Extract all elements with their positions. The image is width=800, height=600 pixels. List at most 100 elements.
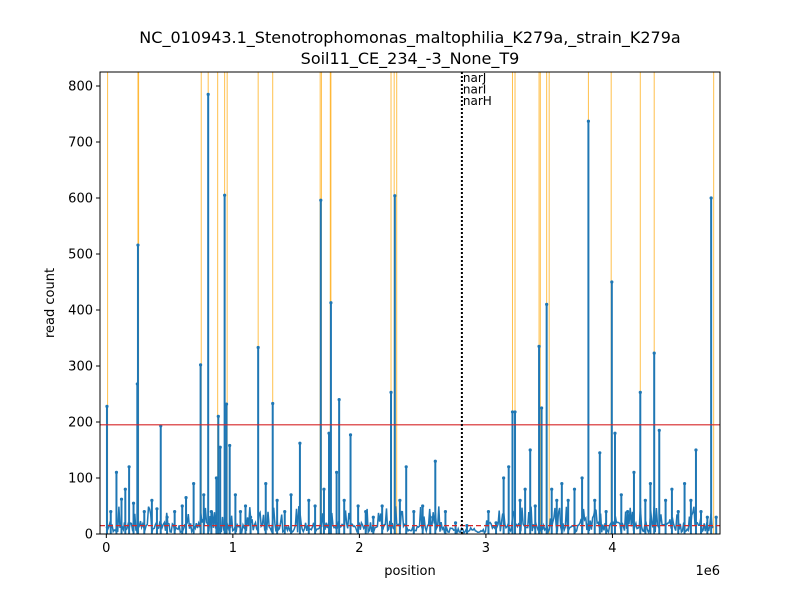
peak-point [275, 498, 279, 502]
peak-point [443, 510, 448, 514]
peak-point [533, 504, 537, 508]
peak-point [657, 428, 661, 432]
peak-point [180, 504, 184, 508]
peak-point [224, 402, 229, 406]
gene-marker-label: narI [463, 83, 486, 97]
peak-point [209, 510, 213, 514]
gene-marker-label: narJ [463, 71, 486, 85]
peak-point [342, 498, 346, 502]
peak-point [613, 431, 617, 435]
peak-point [494, 521, 498, 525]
peak-point [348, 433, 353, 437]
plot-frame [99, 71, 721, 535]
peak-point [393, 194, 397, 198]
peak-point [694, 448, 698, 452]
y-tick-label: 200 [68, 416, 93, 431]
peak-point [465, 524, 469, 528]
peak-point [404, 465, 408, 469]
peak-point [131, 501, 136, 505]
peak-point [114, 470, 119, 474]
peak-point [364, 510, 368, 514]
peak-point [539, 406, 544, 410]
peak-point [586, 119, 591, 123]
peak-point [150, 498, 154, 502]
peak-point [619, 493, 623, 497]
peak-point [555, 498, 559, 502]
peak-point [648, 482, 653, 486]
x-axis-label: position [384, 564, 436, 579]
peak-point [670, 487, 674, 491]
peak-point [142, 510, 146, 514]
y-tick-label: 500 [68, 248, 93, 263]
peak-point [380, 504, 384, 508]
peak-point [192, 482, 196, 486]
peak-point [433, 459, 437, 463]
peak-point [398, 498, 402, 502]
peak-point [626, 510, 630, 514]
peak-point [689, 498, 693, 502]
peak-point [228, 443, 232, 448]
peak-point [604, 510, 608, 514]
peak-point [206, 92, 210, 96]
peak-point [289, 493, 293, 497]
x-tick-label: 1 [229, 541, 237, 556]
peak-point [598, 451, 602, 455]
peak-point [218, 445, 222, 449]
peak-point [216, 414, 220, 418]
peak-point [307, 498, 311, 502]
peak-point [256, 345, 260, 350]
chart-title-line1: NC_010943.1_Stenotrophomonas_maltophilia… [139, 28, 680, 48]
peak-point [412, 510, 416, 514]
peak-point [705, 515, 709, 519]
peak-point [560, 482, 564, 486]
peak-point [507, 465, 511, 469]
peak-point [327, 431, 331, 435]
y-tick-label: 300 [68, 360, 93, 375]
coverage-peaks [105, 92, 718, 534]
peak-point [283, 510, 287, 514]
peak-point [566, 498, 570, 502]
peak-point [528, 448, 532, 452]
peak-point [545, 302, 549, 306]
peak-point [202, 493, 206, 497]
peak-point [453, 521, 458, 525]
peak-point [223, 193, 227, 197]
peak-point [610, 280, 614, 284]
peak-point [123, 487, 127, 491]
peak-point [198, 363, 203, 367]
peak-point [682, 482, 687, 486]
peak-point [537, 344, 541, 348]
x-tick-label: 4 [608, 541, 616, 556]
peak-point [550, 487, 554, 491]
peak-point [643, 498, 647, 502]
peak-point [632, 470, 636, 474]
peak-point [127, 465, 131, 469]
peak-point [271, 401, 275, 406]
peak-point [119, 497, 124, 501]
peak-point [155, 507, 159, 511]
chart-title-line2: Soil11_CE_234_-3_None_T9 [301, 49, 520, 69]
peak-point [233, 493, 237, 497]
peak-point [638, 390, 642, 394]
peak-point [105, 404, 109, 408]
peak-point [709, 196, 713, 200]
peak-point [238, 510, 243, 514]
peak-point [248, 515, 253, 519]
y-tick-label: 800 [68, 80, 93, 95]
peak-point [502, 476, 506, 480]
peak-point [593, 498, 597, 502]
peak-point [184, 496, 188, 500]
peak-point [523, 487, 527, 491]
threshold-lines [100, 424, 720, 527]
plot-area [100, 72, 720, 534]
peak-point [313, 504, 317, 508]
peak-point [337, 398, 341, 402]
peak-point [580, 476, 584, 480]
y-tick-label: 700 [68, 136, 93, 151]
peak-point [319, 198, 323, 202]
y-tick-label: 400 [68, 304, 93, 319]
peak-point [510, 410, 515, 414]
peak-point [243, 504, 248, 508]
